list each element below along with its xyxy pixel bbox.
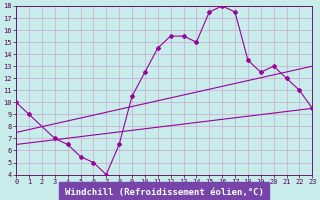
X-axis label: Windchill (Refroidissement éolien,°C): Windchill (Refroidissement éolien,°C)	[65, 188, 264, 197]
